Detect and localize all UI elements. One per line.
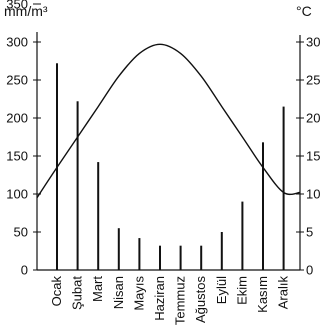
left-axis-tick-label: 50 (14, 225, 28, 240)
precipitation-bar (97, 162, 100, 270)
precipitation-bar (138, 238, 141, 270)
right-axis-tick-label: 20 (306, 111, 320, 126)
left-axis-tick-label: 150 (6, 149, 28, 164)
precipitation-bar (282, 106, 285, 270)
right-axis-ticks: 30 25 20 15 10 5 0 (296, 35, 320, 278)
right-axis-tick-label: 10 (306, 187, 320, 202)
precipitation-bar (262, 142, 264, 270)
precipitation-bar (117, 228, 120, 270)
left-axis-tick-label: 100 (6, 187, 28, 202)
temperature-line (36, 43, 301, 199)
left-axis-tick-label: 350 (6, 0, 28, 12)
left-axis-tick-label: 300 (6, 35, 28, 50)
left-axis-unit-label: mm/m³ (4, 3, 48, 19)
month-label: Şubat (70, 276, 85, 310)
month-label: Temmuz (173, 276, 188, 325)
precipitation-bar (241, 201, 244, 270)
precipitation-bar (179, 245, 182, 270)
right-axis-unit-label: °C (296, 3, 312, 19)
month-label: Aralık (276, 276, 291, 310)
month-label: Mart (90, 276, 105, 302)
month-label: Mayıs (131, 276, 146, 311)
precipitation-bars (56, 63, 285, 270)
right-axis-tick-label: 25 (306, 73, 320, 88)
precipitation-bar (76, 101, 79, 270)
month-label: Nisan (111, 276, 126, 309)
month-labels: Ocak Şubat Mart Nisan Mayıs Haziran Temmuz Ağus… (49, 276, 291, 326)
month-label: Eylül (214, 276, 229, 304)
right-axis-tick-label: 15 (306, 149, 320, 164)
right-axis-tick-label: 30 (306, 35, 320, 50)
month-label: Ağustos (193, 276, 208, 323)
right-axis-tick-label: 5 (306, 225, 313, 240)
precipitation-bar (200, 245, 203, 270)
month-label: Kasım (255, 276, 270, 313)
precipitation-bar (220, 232, 223, 270)
left-axis-ticks: 350 300 250 200 150 100 50 0 (6, 0, 41, 278)
month-label: Ekim (234, 276, 249, 305)
right-axis-tick-label: 0 (306, 263, 313, 278)
precipitation-bar (159, 245, 161, 270)
month-label: Haziran (152, 276, 167, 321)
left-axis-tick-label: 200 (6, 111, 28, 126)
left-axis-tick-label: 0 (21, 263, 28, 278)
month-label: Ocak (49, 276, 64, 307)
left-axis-tick-label: 250 (6, 73, 28, 88)
